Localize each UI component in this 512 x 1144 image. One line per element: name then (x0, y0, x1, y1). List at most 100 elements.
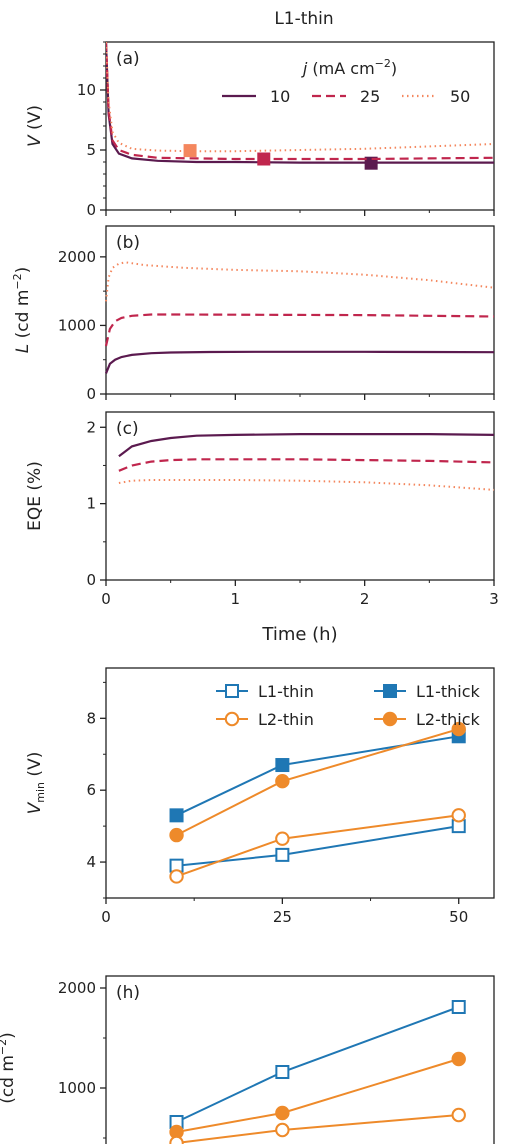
series-marker-25 (257, 152, 271, 166)
y-tick-label: 1000 (58, 316, 96, 334)
legend-title-part: j (301, 59, 308, 78)
point-L1-thin (275, 847, 290, 862)
legend-label-10: 10 (270, 87, 290, 106)
point-L2-thin (451, 808, 466, 823)
series-line-L1-thick (176, 735, 459, 817)
series-line-10 (106, 42, 494, 164)
legend-marker-L2-thin (224, 711, 240, 727)
x-tick-label: 2 (360, 590, 370, 608)
panel-label: (a) (116, 49, 140, 69)
y-axis-label-part: (V) (25, 752, 45, 782)
series-line-L2-thin (176, 1114, 459, 1144)
series-line-L2-thick (176, 728, 459, 836)
y-tick-label: 4 (86, 853, 96, 871)
y-tick-label: 1000 (58, 1079, 96, 1097)
y-axis-label: (cd m−2) (0, 1032, 18, 1104)
point-L2-thin (451, 1107, 466, 1123)
x-tick-label: 0 (101, 590, 111, 608)
y-tick-label: 2 (86, 418, 96, 436)
panel-vmin: 4 6 8 0 25 50 Vmin (V) L1-thin L1-thick L2-thin L2… (25, 667, 495, 926)
legend-label-50: 50 (450, 87, 470, 106)
legend-label-L1-thick: L1-thick (416, 682, 481, 701)
point-L2-thin (275, 831, 290, 846)
series-line-L2-thin (176, 814, 459, 878)
x-axis-label: Time (h) (261, 624, 337, 645)
y-axis-label-part: ) (13, 267, 33, 274)
y-axis-label-part: V (25, 801, 45, 814)
x-tick-label: 3 (489, 590, 499, 608)
y-axis-label-part: L (13, 344, 33, 353)
y-tick-label: 5 (86, 141, 96, 159)
y-tick-label: 10 (77, 81, 96, 99)
y-axis-label: Vmin (V) (25, 752, 47, 815)
panel-c-eqe: 0 1 2 0 1 2 3 (c) EQE (%) Time (h) (25, 411, 499, 645)
series-line-25 (106, 42, 494, 161)
series-line-L2-thick (176, 1058, 459, 1133)
plot-frame (105, 41, 495, 211)
y-tick-label: 6 (86, 781, 96, 799)
panel-label: (b) (116, 233, 140, 253)
legend-label-L2-thick: L2-thick (416, 710, 481, 729)
point-L2-thin (169, 869, 184, 884)
y-tick-label: 0 (86, 201, 96, 219)
legend-label-L1-thin: L1-thin (258, 682, 314, 701)
x-tick-label: 1 (231, 590, 241, 608)
y-tick-label: 0 (86, 571, 96, 589)
y-axis-label: V (V) (25, 105, 45, 147)
y-tick-label: 1 (86, 495, 96, 513)
legend-marker-L2-thick (382, 711, 398, 727)
y-tick-label: 2000 (58, 979, 96, 997)
legend-label-L2-thin: L2-thin (258, 710, 314, 729)
panel-a-voltage: 0 5 10 (a) V (V) j (mA cm−2) 10 25 50 (25, 41, 495, 219)
point-L1-thin (275, 1065, 290, 1079)
point-L1-thick (169, 808, 184, 823)
y-tick-label: 0 (86, 385, 96, 403)
panel-label: (c) (116, 419, 139, 439)
point-L2-thick (275, 1105, 290, 1121)
point-L1-thin (451, 1000, 466, 1014)
series-line-25 (104, 313, 495, 347)
series-marker-50 (183, 144, 197, 158)
y-axis-label-part: (cd m (0, 1055, 18, 1104)
panel-label: (h) (116, 983, 140, 1003)
point-L2-thick (275, 774, 290, 789)
x-tick-label: 0 (101, 908, 111, 926)
point-L2-thick (451, 1051, 466, 1067)
legend-title-part: (mA cm (307, 59, 374, 78)
y-axis-label-part: (V) (25, 105, 45, 135)
legend-title: j (mA cm−2) (301, 57, 397, 78)
x-tick-label: 25 (273, 908, 292, 926)
plot-frame (105, 411, 495, 581)
y-axis-label-part: EQE (%) (25, 461, 45, 531)
series-line-10 (118, 433, 495, 458)
y-axis-label-part: −2 (11, 273, 24, 289)
figure-title: L1-thin (274, 9, 333, 29)
legend-title-part: −2 (375, 57, 391, 70)
point-L1-thick (275, 758, 290, 773)
y-axis-label: EQE (%) (25, 461, 45, 531)
series-line-50 (105, 261, 495, 302)
y-axis-label-part: −2 (0, 1039, 9, 1055)
point-L2-thin (169, 1135, 184, 1144)
y-axis-label-part: (cd m (13, 290, 33, 344)
plot-frame (105, 667, 495, 899)
series-line-L1-thin (176, 1006, 460, 1123)
legend-label-25: 25 (360, 87, 380, 106)
y-tick-label: 2000 (58, 248, 96, 266)
x-tick-label: 50 (449, 908, 468, 926)
legend-title-part: ) (391, 59, 397, 78)
series-line-50 (118, 479, 495, 491)
legend-marker-L1-thin (225, 684, 239, 698)
y-axis-label: L (cd m−2) (11, 267, 33, 353)
y-tick-label: 8 (86, 709, 96, 727)
point-L2-thick (169, 827, 184, 843)
panel-b-luminance: 0 1000 2000 (b) L (cd m−2) (11, 225, 495, 403)
y-axis-label-part: V (25, 134, 45, 147)
point-L2-thick (451, 721, 466, 737)
series-line-10 (104, 350, 495, 374)
series-line-L1-thin (176, 825, 459, 867)
point-L2-thin (275, 1122, 290, 1138)
y-axis-label-part: ) (0, 1032, 18, 1039)
y-axis-label-part: min (34, 782, 47, 803)
